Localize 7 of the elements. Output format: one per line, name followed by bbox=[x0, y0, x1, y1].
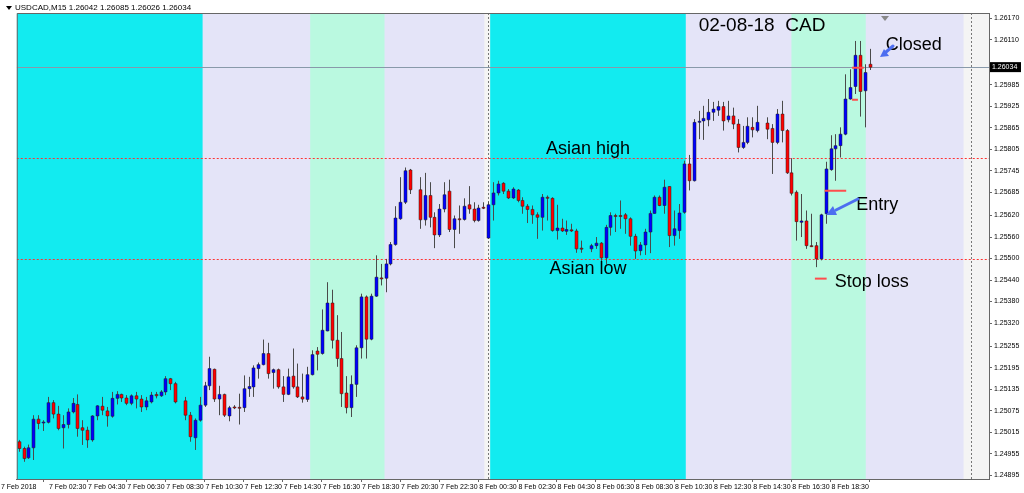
series-label: Stop loss bbox=[834, 270, 909, 291]
ref-line-label: Asian high bbox=[545, 138, 631, 159]
series-label: Closed bbox=[885, 33, 942, 54]
chart-subtitle: USDCAD,M15 1.26042 1.26085 1.26026 1.26034 bbox=[15, 3, 192, 12]
chart-title: 02-08-18 CAD bbox=[698, 14, 826, 36]
series-label: Entry bbox=[856, 193, 899, 214]
ref-line-label: Asian low bbox=[549, 257, 628, 278]
